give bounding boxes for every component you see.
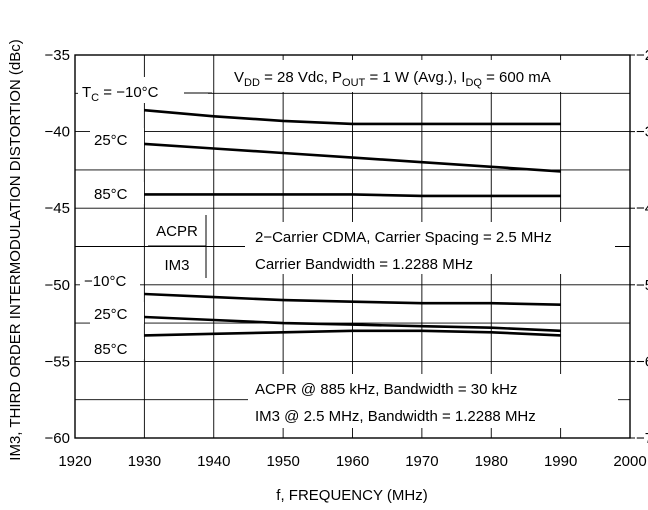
- y-tick-label: −60: [45, 430, 70, 447]
- meas-bg: [248, 374, 618, 428]
- series-line-im3-1: [144, 315, 561, 333]
- x-tick-label: 1990: [544, 453, 577, 470]
- cdma-bg: [245, 222, 615, 274]
- x-tick-label: 1970: [405, 453, 438, 470]
- y-tick-labels: −35 −40 −45 −50 −55 −60: [45, 47, 70, 447]
- x-tick-label: 1940: [197, 453, 230, 470]
- im3-group-label: IM3: [164, 257, 189, 274]
- im3-85-bg: [90, 337, 144, 359]
- im3-25-label: 25°C: [94, 306, 128, 323]
- im3-85-label: 85°C: [94, 341, 128, 358]
- y-tick-label: −55: [45, 353, 70, 370]
- acpr-25-label: 25°C: [94, 132, 128, 149]
- tc-sub: C: [91, 92, 99, 104]
- y-tick-label: −35: [45, 47, 70, 64]
- im3-m10-bg: [80, 269, 140, 291]
- series-line-acpr-1: [144, 142, 561, 173]
- cdma-line2: Carrier Bandwidth = 1.2288 MHz: [255, 256, 473, 273]
- tc-t: T: [82, 84, 91, 101]
- x-tick-label: 1980: [475, 453, 508, 470]
- y-tick-label: −50: [45, 277, 70, 294]
- plot-frame: [74, 54, 631, 439]
- right-tick-label: −4: [636, 200, 648, 217]
- im3-box-bg: [148, 248, 206, 278]
- series-line-im3-2: [144, 329, 561, 337]
- right-tick-label: −2: [636, 47, 648, 64]
- tc-label-bg: [78, 77, 208, 103]
- x-tick-label: 2000: [613, 453, 646, 470]
- conditions-text: VDD = 28 Vdc, POUT = 1 W (Avg.), IDQ = 6…: [234, 69, 551, 89]
- right-tick-label: −6: [636, 353, 648, 370]
- right-tick-label: −7: [636, 430, 648, 447]
- x-tick-label: 1930: [128, 453, 161, 470]
- series-layer: [144, 108, 561, 337]
- x-tick-label: 1960: [336, 453, 369, 470]
- y-tick-label: −40: [45, 124, 70, 141]
- x-tick-label: 1950: [266, 453, 299, 470]
- x-axis-label: f, FREQUENCY (MHz): [276, 487, 427, 504]
- acpr-group-label: ACPR: [156, 223, 198, 240]
- right-tick-labels: −2 −3 −4 −5 −6 −7: [630, 47, 648, 447]
- series-line-im3-0: [144, 292, 561, 306]
- acpr-25-bg: [90, 128, 144, 150]
- y-tick-label: −45: [45, 200, 70, 217]
- tc-value: = −10°C: [99, 84, 159, 101]
- acpr-box-bg: [148, 215, 206, 245]
- series-line-acpr-0: [144, 108, 561, 126]
- im3-25-bg: [90, 302, 144, 324]
- acpr-85-label: 85°C: [94, 186, 128, 203]
- acpr-85-bg: [90, 182, 144, 204]
- series-line-acpr-2: [144, 193, 561, 198]
- im3-m10-label: −10°C: [84, 273, 126, 290]
- cdma-line1: 2−Carrier CDMA, Carrier Spacing = 2.5 MH…: [255, 229, 552, 246]
- conditions-bg: [215, 60, 627, 92]
- x-tick-label: 1920: [58, 453, 91, 470]
- right-tick-label: −3: [636, 124, 648, 141]
- meas-line1: ACPR @ 885 kHz, Bandwidth = 30 kHz: [255, 381, 517, 398]
- y-axis-label: IM3, THIRD ORDER INTERMODULATION DISTORT…: [7, 39, 24, 460]
- x-tick-labels: 1920 1930 1940 1950 1960 1970 1980 1990 2000: [58, 453, 646, 470]
- tc-label: TC = −10°C: [82, 84, 159, 104]
- meas-line2: IM3 @ 2.5 MHz, Bandwidth = 1.2288 MHz: [255, 408, 536, 425]
- right-tick-label: −5: [636, 277, 648, 294]
